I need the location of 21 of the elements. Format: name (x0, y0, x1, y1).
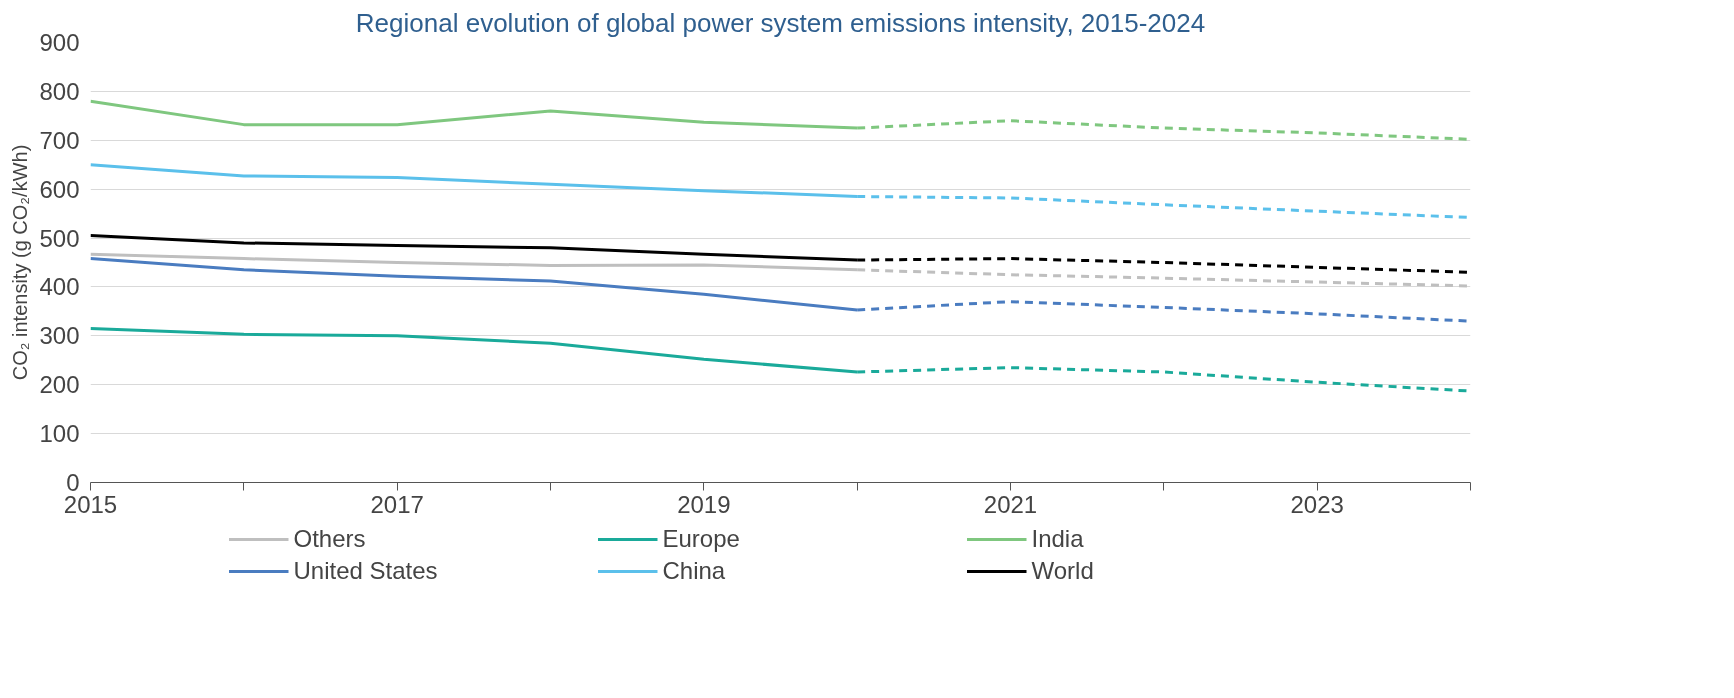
x-tick-label: 2017 (370, 490, 424, 518)
y-tick-label: 300 (39, 322, 80, 350)
legend-label: Others (293, 525, 367, 553)
legend-label: Europe (662, 525, 741, 553)
legend-label: India (1031, 525, 1085, 553)
legend-label: United States (293, 557, 439, 585)
legend-label: World (1031, 557, 1095, 585)
legend-label: China (662, 557, 727, 585)
x-tick-label: 2019 (677, 490, 731, 518)
y-tick-label: 900 (39, 29, 80, 56)
y-tick-label: 600 (39, 175, 80, 203)
y-tick-label: 800 (39, 77, 80, 105)
x-tick-label: 2023 (1290, 490, 1344, 518)
y-tick-label: 100 (39, 420, 80, 448)
y-tick-label: 700 (39, 126, 80, 154)
x-tick-label: 2021 (983, 490, 1038, 518)
y-tick-label: 500 (39, 224, 80, 252)
y-tick-label: 200 (39, 371, 80, 399)
chart-title: Regional evolution of global power system emissions intensity, 2015-2024 (355, 7, 1206, 38)
y-tick-label: 400 (39, 273, 80, 301)
y-axis-title: CO₂ intensity (g CO₂/kWh) (9, 144, 32, 381)
